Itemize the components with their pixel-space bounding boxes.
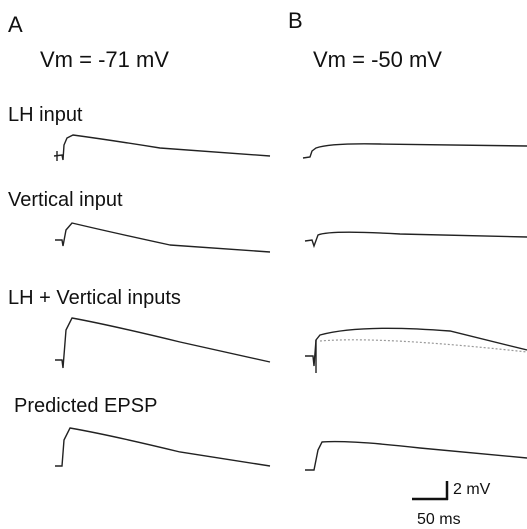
row-label: LH + Vertical inputs — [8, 287, 181, 309]
predicted-trace — [319, 339, 527, 353]
trace — [55, 317, 271, 369]
trace — [305, 440, 527, 471]
membrane-potential: Vm = -71 mV — [40, 47, 169, 72]
trace — [302, 143, 527, 159]
row-label: LH input — [8, 104, 83, 126]
row-label: Predicted EPSP — [14, 395, 157, 417]
scale-label: 50 ms — [417, 511, 461, 528]
trace — [304, 231, 527, 249]
trace — [53, 134, 271, 161]
row-label: Vertical input — [8, 189, 123, 211]
scale-bar: 2 mV 50 ms — [412, 481, 491, 528]
trace — [55, 222, 271, 253]
trace — [305, 327, 527, 367]
traces — [53, 134, 527, 471]
membrane-potential: Vm = -50 mV — [313, 47, 442, 72]
panel-label: A — [8, 12, 23, 37]
scale-label: 2 mV — [453, 481, 491, 498]
panel-label: B — [288, 8, 303, 33]
trace — [55, 427, 271, 467]
